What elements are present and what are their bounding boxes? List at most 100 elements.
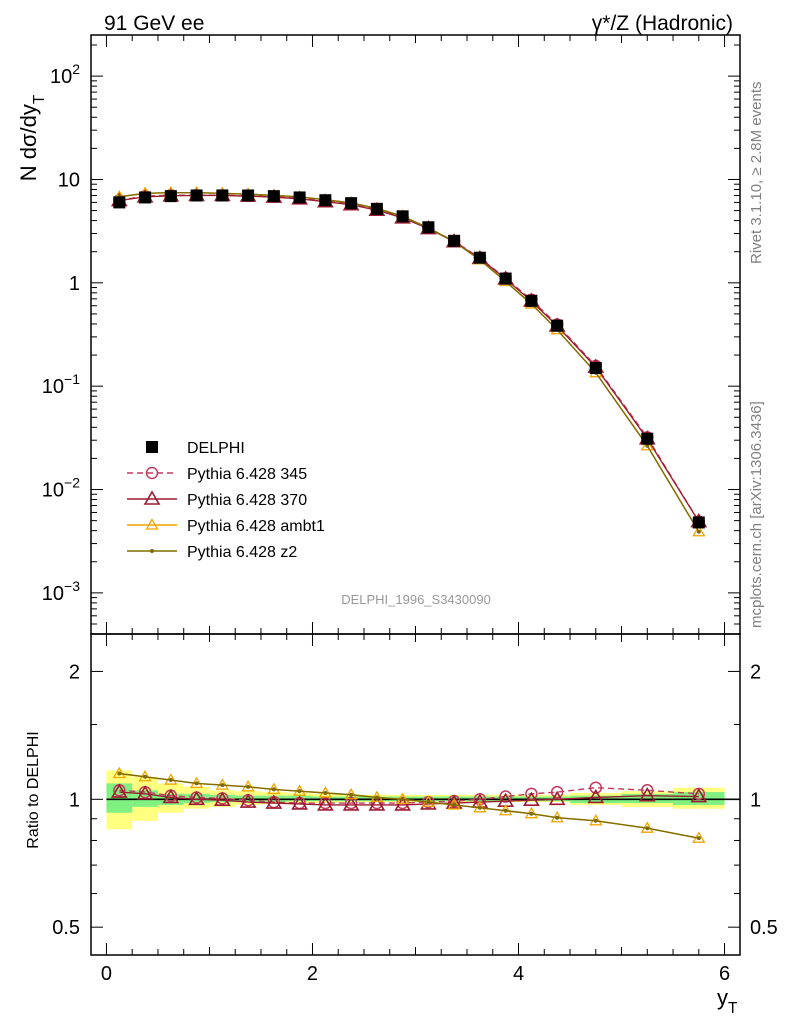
data-point xyxy=(400,797,405,802)
data-point xyxy=(168,778,173,783)
y-tick-label-ratio-right: 2 xyxy=(750,661,761,683)
data-point xyxy=(525,787,538,801)
main-series-layer xyxy=(110,185,708,537)
data-point xyxy=(499,790,512,803)
data-point xyxy=(499,272,512,285)
x-tick-label: 2 xyxy=(307,963,318,985)
data-point xyxy=(551,319,564,332)
data-point xyxy=(112,766,126,779)
data-point xyxy=(117,771,122,776)
ratio-axis-ticks: 0.5 0.5 1 1 2 2 0 2 4 6 xyxy=(52,634,778,985)
y-tick-label-main: 10−2 xyxy=(42,475,80,502)
data-point xyxy=(349,792,354,797)
data-point xyxy=(213,791,231,807)
legend-marker xyxy=(145,466,159,480)
data-point xyxy=(589,781,603,794)
data-point xyxy=(473,251,486,264)
data-point xyxy=(267,190,280,203)
y-tick-label-ratio: 0.5 xyxy=(52,917,80,939)
x-axis-label: yT xyxy=(717,985,738,1017)
legend-item: Pythia 6.428 z2 xyxy=(127,544,297,561)
data-point xyxy=(188,790,205,806)
legend-item: Pythia 6.428 ambt1 xyxy=(127,518,325,535)
svg-text:Ratio to DELPHI: Ratio to DELPHI xyxy=(25,731,42,848)
data-point xyxy=(523,791,540,807)
data-point xyxy=(690,787,708,803)
data-point xyxy=(529,811,534,816)
data-point xyxy=(342,796,360,811)
data-point xyxy=(445,794,463,809)
data-point xyxy=(113,196,126,209)
data-point xyxy=(143,774,148,779)
series-line xyxy=(119,194,700,522)
data-point xyxy=(448,234,461,247)
data-point xyxy=(503,808,508,813)
data-point xyxy=(696,836,701,841)
y-tick-label-ratio: 2 xyxy=(69,661,80,683)
data-point xyxy=(555,815,560,820)
data-point xyxy=(194,781,199,786)
y-tick-label-main: 10−3 xyxy=(42,578,80,605)
ratio-series-2 xyxy=(110,783,708,811)
x-tick-label: 0 xyxy=(101,963,112,985)
data-point xyxy=(525,294,538,307)
data-point xyxy=(345,197,358,210)
data-point xyxy=(452,802,457,807)
main-series-3 xyxy=(112,185,706,537)
y-tick-label-ratio-right: 1 xyxy=(750,789,761,811)
header-right: γ*/Z (Hadronic) xyxy=(592,12,733,35)
data-point xyxy=(368,796,386,811)
legend-label: Pythia 6.428 370 xyxy=(187,492,307,509)
ratio-panel: 0.5 0.5 1 1 2 2 0 2 4 6 xyxy=(52,633,778,985)
data-point xyxy=(426,800,431,805)
x-tick-label: 6 xyxy=(719,963,730,985)
ratio-series-4 xyxy=(117,771,701,841)
band-inner xyxy=(621,793,674,804)
data-point xyxy=(396,210,409,223)
data-point xyxy=(587,788,605,804)
data-point xyxy=(265,794,283,809)
header-left: 91 GeV ee xyxy=(104,12,204,35)
y-tick-label-main: 1 xyxy=(69,273,80,295)
data-point xyxy=(162,788,180,804)
data-point xyxy=(242,189,255,202)
main-axis-ticks: 10−3 10−2 10−1 1 10 102 xyxy=(42,35,740,635)
data-point xyxy=(216,189,229,202)
data-point xyxy=(220,783,225,788)
data-point xyxy=(645,443,650,448)
data-point xyxy=(136,785,154,800)
legend-label: DELPHI xyxy=(187,440,245,457)
data-point xyxy=(291,795,308,810)
data-point xyxy=(477,805,482,810)
legend: DELPHI Pythia 6.428 345 Pythia 6.428 370 Py… xyxy=(127,440,325,561)
data-point xyxy=(645,826,650,831)
data-point xyxy=(271,787,276,792)
data-point xyxy=(239,793,257,808)
legend-label: Pythia 6.428 z2 xyxy=(187,544,297,561)
x-tick-label: 4 xyxy=(513,963,524,985)
data-point xyxy=(190,189,203,202)
legend-marker xyxy=(145,518,159,530)
data-point xyxy=(297,789,302,794)
data-point xyxy=(548,790,566,806)
data-point xyxy=(550,785,564,799)
series-line xyxy=(119,791,699,806)
data-point xyxy=(164,190,177,203)
data-point xyxy=(323,790,328,795)
data-point xyxy=(640,438,654,451)
legend-marker xyxy=(143,490,161,505)
band-inner xyxy=(106,783,133,813)
legend-marker xyxy=(150,549,154,553)
y-tick-label-ratio: 1 xyxy=(69,789,80,811)
watermark: DELPHI_1996_S3430090 xyxy=(341,592,491,607)
data-point xyxy=(692,524,706,537)
data-point xyxy=(638,787,656,802)
data-point xyxy=(374,795,379,800)
data-point xyxy=(593,818,598,823)
legend-marker xyxy=(146,441,158,453)
y-tick-label-main: 10 xyxy=(58,169,80,191)
data-point xyxy=(422,221,435,234)
data-point xyxy=(110,783,128,798)
legend-label: Pythia 6.428 ambt1 xyxy=(187,518,325,535)
